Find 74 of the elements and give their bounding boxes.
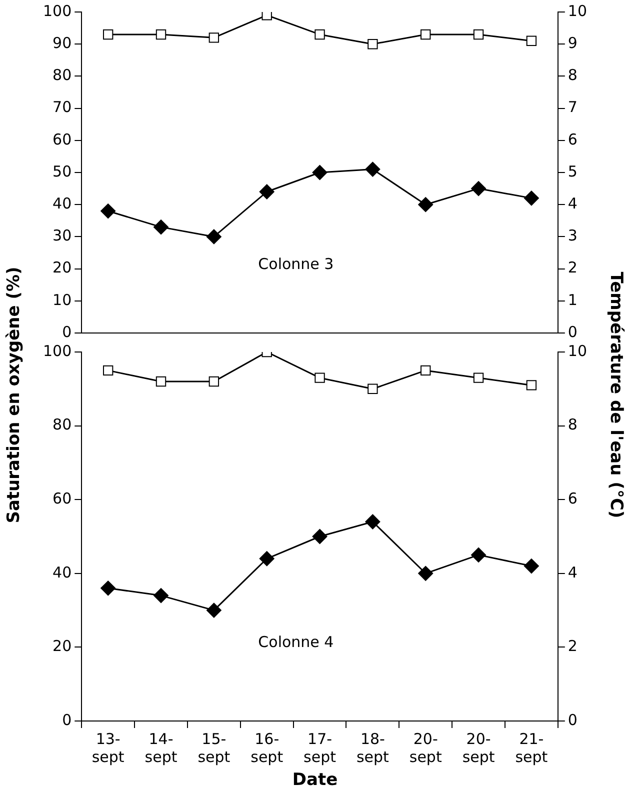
y2-tick-label: 0	[568, 710, 578, 729]
y-tick-label: 60	[52, 489, 72, 508]
y2-tick-label: 5	[568, 162, 578, 180]
point	[206, 229, 222, 244]
x-tick-label: 20-sept	[409, 730, 442, 766]
y2-tick-label: 3	[568, 226, 578, 245]
y-tick-label: 40	[52, 563, 72, 582]
point	[418, 566, 434, 581]
point	[471, 547, 486, 562]
x-tick-label: 16-sept	[250, 730, 284, 766]
y-tick-label: 70	[52, 98, 72, 116]
x-tick-label: 20-sept	[462, 730, 495, 766]
x-tick-label: 14-sept	[144, 730, 178, 766]
point	[208, 376, 220, 387]
y2-tick-label: 4	[568, 563, 578, 582]
y2-tick-label: 1	[568, 290, 578, 309]
y-tick-label: 20	[52, 637, 72, 656]
x-tick-label: 18-sept	[356, 730, 390, 766]
y2-tick-label: 6	[568, 130, 578, 148]
point	[259, 184, 274, 200]
y-tick-label: 30	[52, 226, 72, 245]
y-tick-label: 20	[52, 258, 72, 277]
point	[524, 190, 539, 206]
y2-tick-label: 6	[568, 489, 578, 508]
point	[365, 162, 380, 177]
x-tick-label: 21-sept	[515, 730, 548, 766]
x-tick-label: 17-sept	[304, 730, 336, 766]
point	[420, 365, 431, 376]
y2-tick-label: 7	[568, 98, 578, 116]
x-tick-label: 15-sept	[198, 730, 230, 766]
y2-tick-label: 0	[568, 322, 578, 341]
x-tick-label: 13-sept	[92, 730, 124, 766]
y-tick-label: 80	[52, 416, 72, 434]
y-tick-label: 100	[42, 342, 72, 360]
point	[100, 204, 116, 219]
point	[100, 580, 116, 596]
y-tick-label: 80	[52, 66, 72, 84]
y-tick-label: 50	[52, 162, 72, 180]
y2-axis-title: Température de l'eau (°C)	[606, 272, 626, 518]
point	[418, 197, 434, 212]
point	[312, 529, 328, 544]
y-tick-label: 0	[62, 710, 72, 729]
point	[368, 384, 378, 394]
y-tick-label: 60	[52, 130, 72, 148]
point	[206, 602, 222, 618]
y-tick-label: 100	[42, 2, 72, 20]
point	[154, 588, 169, 604]
y2-tick-label: 10	[568, 342, 588, 360]
y-tick-label: 0	[62, 322, 72, 341]
point	[312, 165, 328, 180]
y2-tick-label: 4	[568, 194, 578, 212]
y2-tick-label: 10	[568, 2, 588, 20]
point	[526, 380, 537, 390]
y-tick-label: 10	[52, 290, 72, 309]
point	[365, 514, 380, 530]
y-tick-label: 40	[52, 194, 72, 212]
y-axis-title: Saturation en oxygène (%)	[4, 266, 24, 524]
annotation: Colonne 4	[258, 633, 334, 652]
y-tick-label: 90	[52, 34, 72, 52]
y2-tick-label: 9	[568, 34, 578, 52]
y2-tick-label: 8	[568, 416, 578, 434]
point	[314, 372, 325, 383]
y2-tick-label: 2	[568, 637, 578, 656]
point	[524, 558, 539, 574]
point	[154, 220, 169, 235]
point	[473, 372, 484, 383]
point	[156, 376, 166, 387]
annotation: Colonne 3	[258, 254, 334, 273]
y2-tick-label: 2	[568, 258, 578, 277]
point	[471, 181, 486, 196]
point	[102, 365, 114, 376]
x-axis-title: Date	[291, 770, 339, 790]
point	[259, 551, 274, 566]
y2-tick-label: 8	[568, 66, 578, 84]
